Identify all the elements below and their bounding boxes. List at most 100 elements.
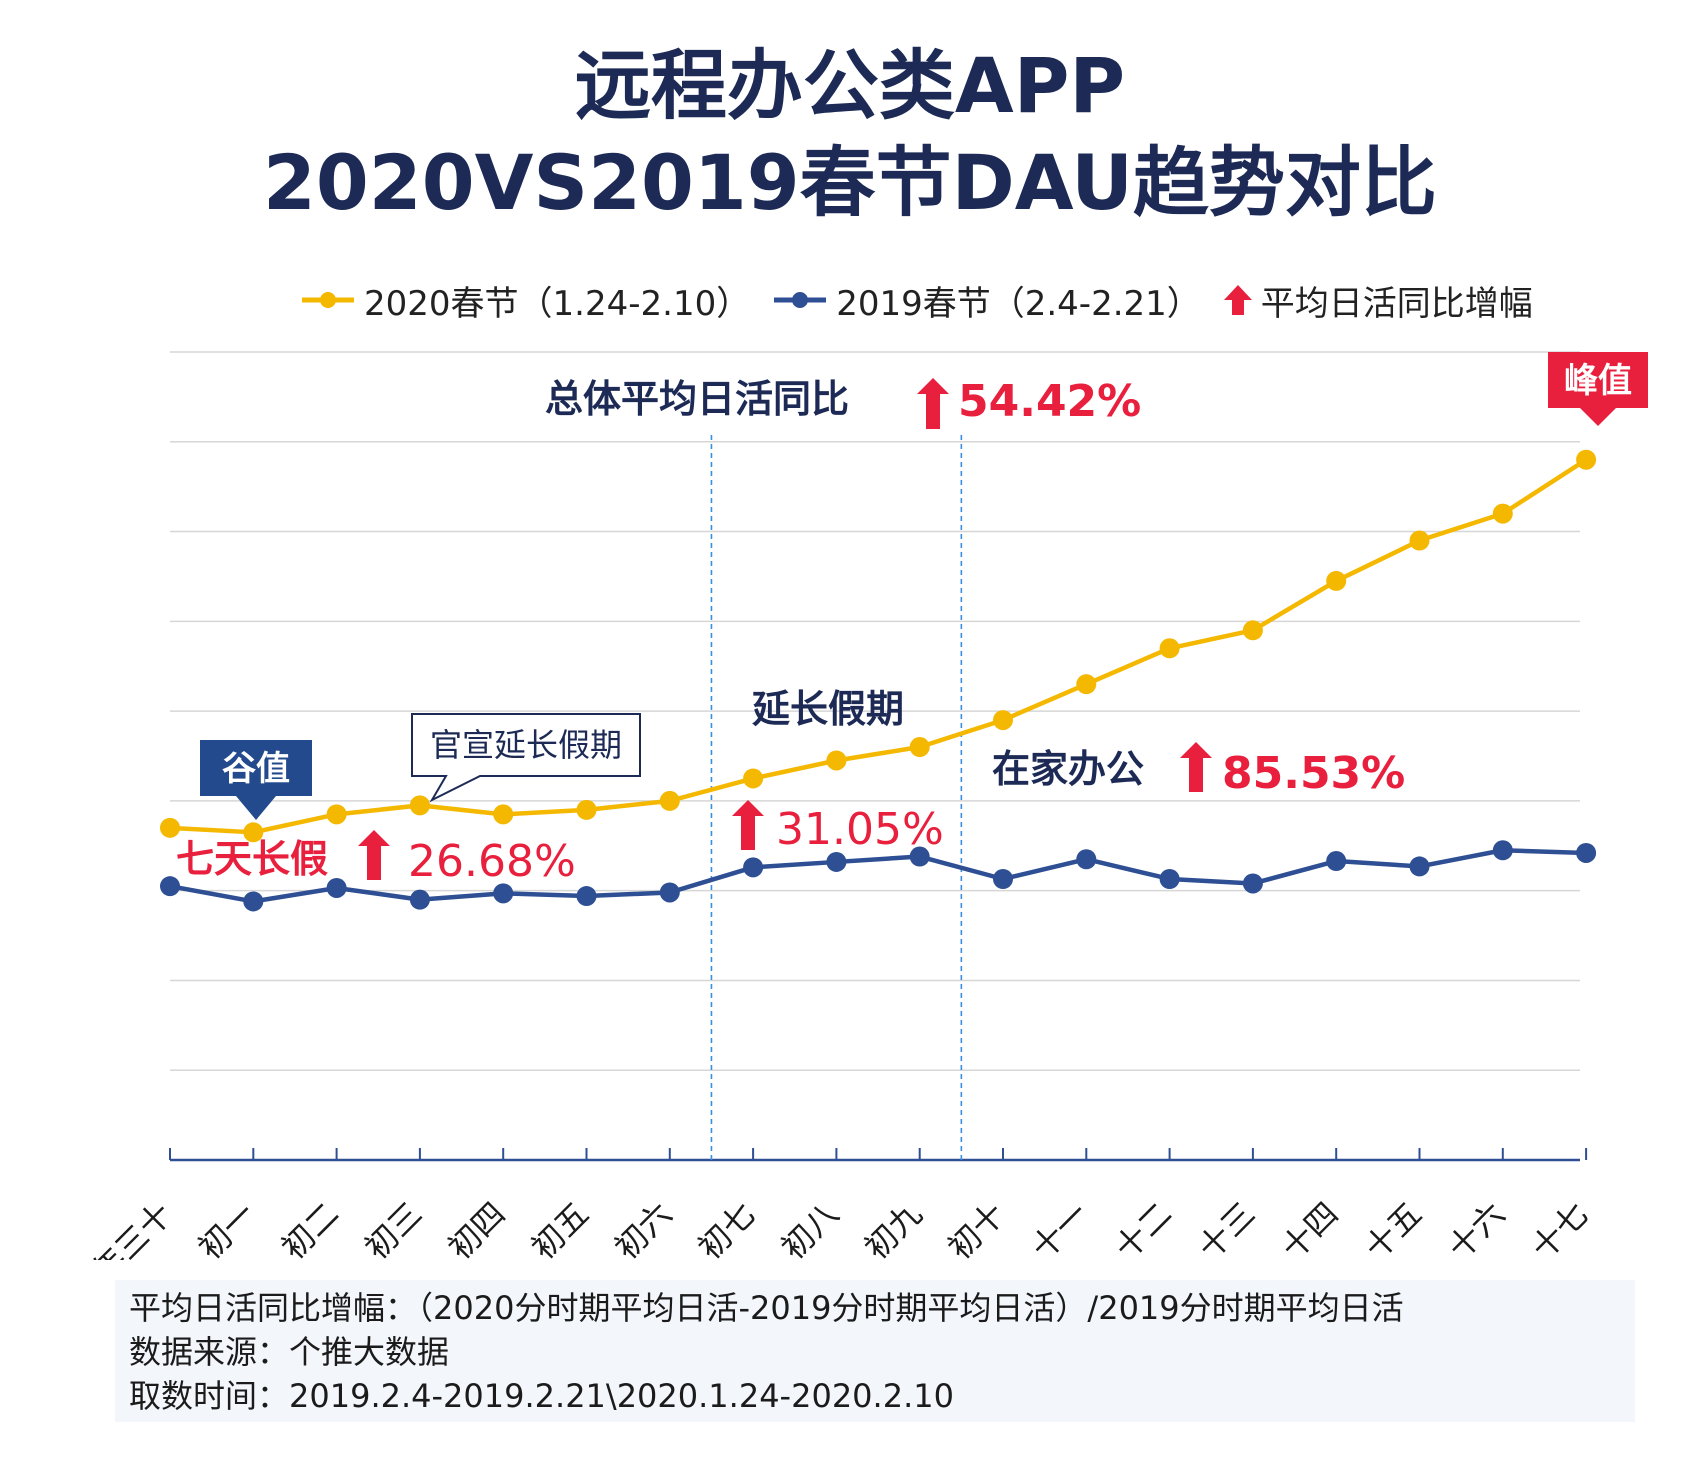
overall-label: 总体平均日活同比 — [545, 377, 849, 421]
peak-label: 峰值 — [1564, 361, 1632, 401]
data-point-0-5 — [576, 799, 597, 820]
series-line-0 — [169, 457, 1588, 835]
official-extend-callout: 官宣延长假期 — [411, 713, 641, 803]
data-point-1-1 — [243, 891, 264, 912]
legend-label-2019: 2019春节（2.4-2.21） — [836, 283, 1201, 324]
line-chart: 年三十 初一 初二 初三 初四 初五 初六 初七 初八 初九 初十 十一 十二 十三 十四 十五 十六 十七 总体… — [85, 351, 1648, 1260]
seven-day-label: 七天长假 — [176, 837, 328, 881]
x-tick-label: 十六 — [1440, 1195, 1512, 1260]
x-axis — [169, 1148, 1588, 1162]
data-point-0-16 — [1492, 503, 1513, 524]
data-point-0-7 — [743, 768, 764, 789]
data-point-0-1 — [243, 822, 264, 843]
x-tick-label: 十七 — [1524, 1195, 1596, 1260]
wfh-value: 85.53% — [1222, 748, 1405, 799]
chart-title-line2: 2020VS2019春节DAU趋势对比 — [263, 138, 1437, 227]
extended-value: 31.05% — [776, 804, 944, 855]
data-point-1-5 — [576, 886, 597, 907]
speech-bubble — [411, 713, 641, 803]
data-point-0-10 — [993, 710, 1013, 731]
series-lines — [169, 457, 1588, 904]
data-point-1-15 — [1409, 856, 1430, 877]
x-tick-label: 初七 — [691, 1195, 763, 1260]
data-point-1-3 — [409, 889, 430, 910]
data-point-1-11 — [1076, 849, 1097, 870]
trough-badge — [200, 740, 312, 796]
data-point-0-0 — [160, 817, 180, 838]
data-point-1-10 — [993, 868, 1013, 889]
data-point-1-13 — [1242, 873, 1263, 894]
data-point-0-12 — [1159, 638, 1180, 659]
down-arrow-icon — [236, 796, 276, 820]
data-point-0-9 — [909, 737, 930, 758]
data-point-0-17 — [1576, 449, 1597, 470]
peak-badge — [1548, 352, 1648, 408]
footer-notes: 平均日活同比增幅：（2020分时期平均日活-2019分时期平均日活）/2019分… — [115, 1280, 1635, 1422]
seven-day-annotation: 七天长假 26.68% — [176, 830, 576, 887]
x-tick-label: 初四 — [441, 1195, 513, 1260]
data-point-0-3 — [409, 795, 430, 816]
data-point-1-6 — [659, 882, 680, 903]
data-point-0-6 — [659, 790, 680, 811]
up-arrow-icon — [732, 800, 764, 850]
legend-marker-2020 — [302, 292, 354, 308]
series-points — [160, 449, 1597, 912]
data-point-0-14 — [1326, 570, 1347, 591]
series-line-1 — [169, 848, 1587, 904]
data-point-1-0 — [160, 876, 180, 897]
data-point-1-4 — [493, 883, 514, 904]
x-tick-label: 年三十 — [85, 1195, 180, 1260]
peak-callout: 峰值 — [1548, 352, 1648, 426]
data-point-1-2 — [326, 877, 347, 898]
extended-holiday-label: 延长假期 — [752, 687, 904, 731]
down-arrow-icon — [1580, 408, 1616, 426]
trough-label: 谷值 — [222, 749, 290, 789]
x-tick-label: 初八 — [774, 1195, 846, 1260]
x-tick-label: 初九 — [857, 1195, 929, 1260]
x-tick-label: 十一 — [1024, 1195, 1096, 1260]
chart-title-line1: 远程办公类APP — [574, 41, 1126, 130]
legend-label-2020: 2020春节（1.24-2.10） — [364, 283, 751, 324]
extended-annotation: 31.05% — [732, 800, 944, 855]
data-point-1-12 — [1159, 868, 1180, 889]
data-point-0-2 — [326, 804, 347, 825]
overall-annotation: 总体平均日活同比 54.42% — [545, 376, 1141, 429]
x-tick-label: 初三 — [357, 1195, 429, 1260]
x-tick-label: 十三 — [1190, 1195, 1262, 1260]
data-point-0-8 — [826, 750, 847, 771]
x-tick-label: 十五 — [1357, 1195, 1429, 1260]
up-arrow-icon — [358, 830, 390, 880]
x-tick-label: 十二 — [1107, 1195, 1179, 1260]
grid-lines — [170, 351, 1580, 1071]
up-arrow-icon — [1223, 285, 1252, 315]
overall-value: 54.42% — [958, 376, 1141, 427]
x-tick-labels: 年三十 初一 初二 初三 初四 初五 初六 初七 初八 初九 初十 十一 十二 十三 十四 十五 十六 十七 — [85, 1195, 1596, 1260]
footer-period: 取数时间：2019.2.4-2019.2.21\2020.1.24-2020.2… — [129, 1377, 954, 1415]
data-point-1-8 — [826, 851, 847, 872]
chart-legend: 2020春节（1.24-2.10） 2019春节（2.4-2.21） 平均日活同… — [300, 276, 1555, 325]
up-arrow-icon — [1180, 742, 1212, 792]
legend-item-2019: 2019春节（2.4-2.21） — [772, 276, 1201, 325]
period-dividers — [710, 435, 963, 1160]
wfh-annotation: 在家办公 85.53% — [992, 742, 1405, 799]
data-point-1-17 — [1576, 842, 1597, 863]
data-point-0-4 — [493, 804, 514, 825]
x-tick-label: 初五 — [524, 1195, 596, 1260]
trough-callout: 谷值 — [200, 740, 312, 820]
x-tick-label: 初一 — [191, 1195, 263, 1260]
official-extend-label: 官宣延长假期 — [430, 726, 622, 764]
x-tick-label: 十四 — [1274, 1195, 1346, 1260]
legend-label-arrow: 平均日活同比增幅 — [1260, 283, 1533, 324]
data-point-0-15 — [1409, 530, 1430, 551]
footer-source: 数据来源：个推大数据 — [129, 1333, 450, 1371]
legend-item-arrow: 平均日活同比增幅 — [1223, 276, 1533, 325]
data-point-1-16 — [1492, 840, 1513, 861]
data-point-0-13 — [1242, 620, 1263, 641]
data-point-1-9 — [909, 846, 930, 867]
footer-formula: 平均日活同比增幅：（2020分时期平均日活-2019分时期平均日活）/2019分… — [129, 1289, 1404, 1327]
legend-marker-2019 — [774, 292, 827, 308]
data-point-1-7 — [743, 857, 764, 878]
up-arrow-icon — [917, 378, 949, 429]
x-tick-label: 初十 — [941, 1195, 1013, 1260]
legend-item-2020: 2020春节（1.24-2.10） — [300, 276, 750, 325]
